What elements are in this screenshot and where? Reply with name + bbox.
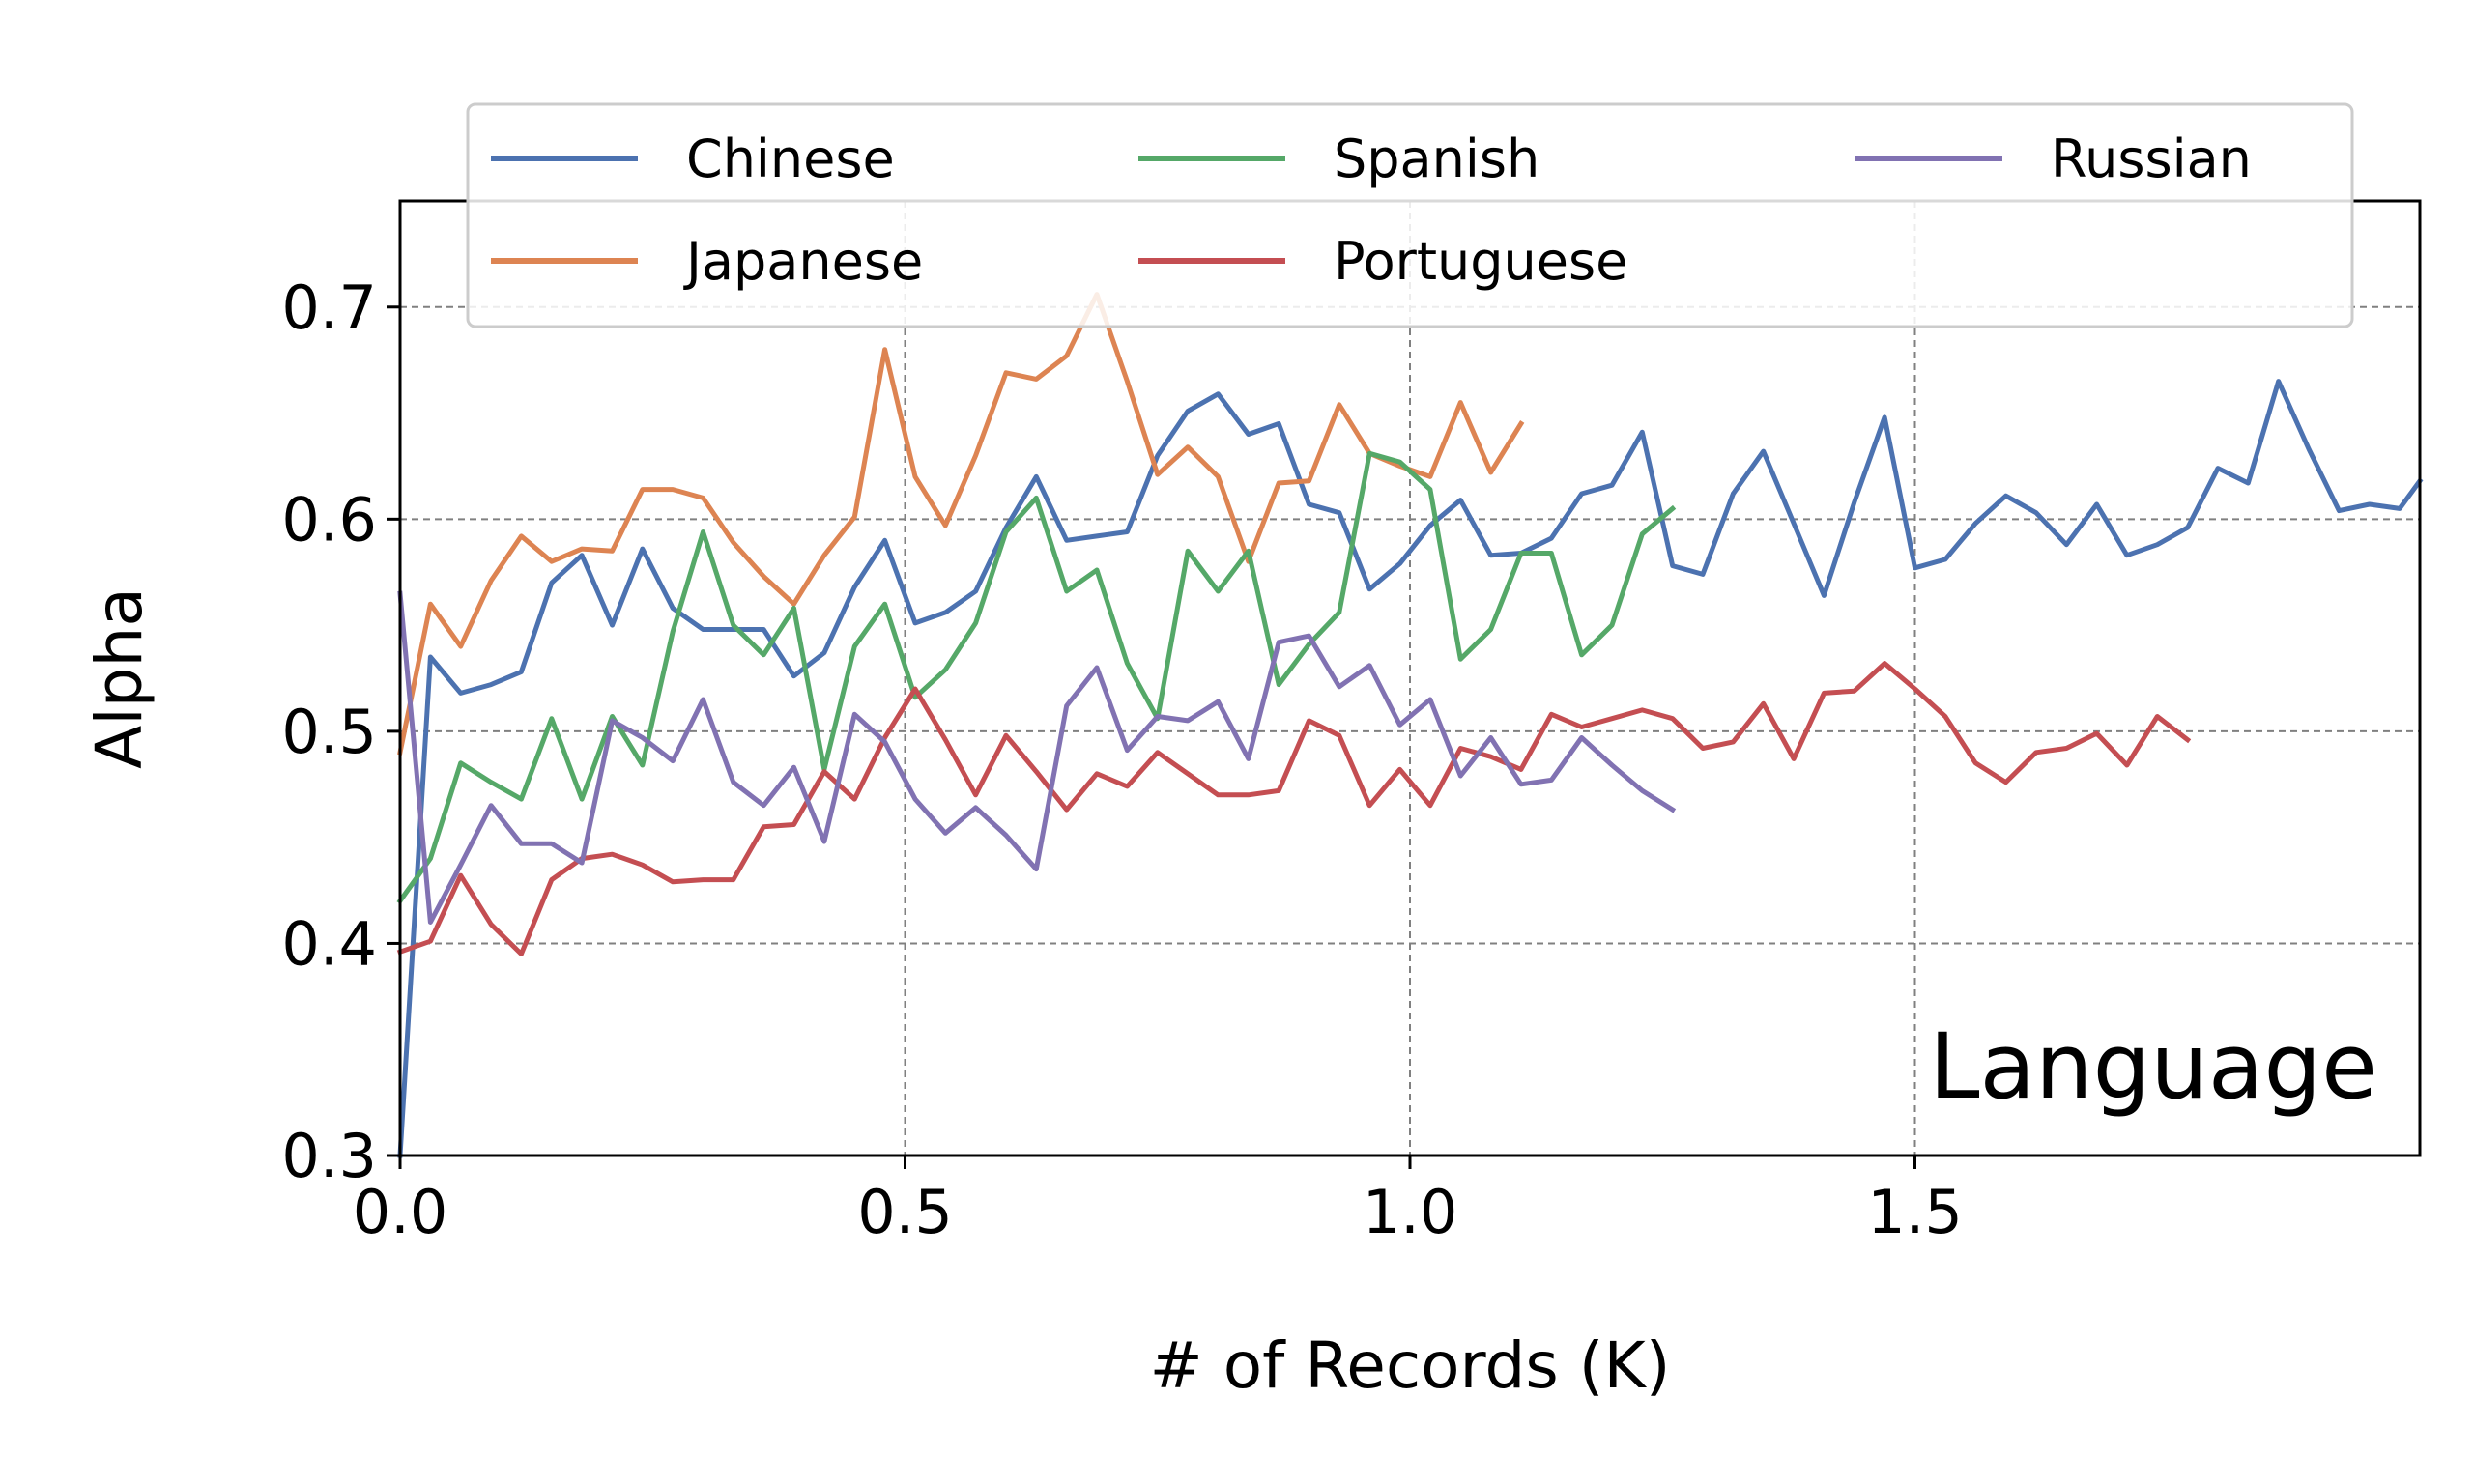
y-tick-label: 0.3 <box>281 1121 377 1191</box>
axis-ticks: 0.0 0.5 1.0 1.5 0.3 0.4 0.5 0.6 0.7 <box>281 272 1962 1247</box>
x-tick-label: 0.0 <box>353 1177 448 1247</box>
y-tick-label: 0.6 <box>281 484 377 555</box>
x-tick-label: 0.5 <box>857 1177 953 1247</box>
series-line-spanish <box>396 450 1677 904</box>
series-line-portuguese <box>396 661 2192 956</box>
legend-label-russian: Russian <box>2051 128 2252 189</box>
chart-annotation: Language <box>1929 1014 2377 1120</box>
legend: Chinese Japanese Spanish Portuguese Russian <box>466 102 2354 328</box>
y-axis-title: Alpha <box>82 587 157 769</box>
x-tick-label: 1.5 <box>1867 1177 1963 1247</box>
y-tick-label: 0.7 <box>281 272 377 343</box>
legend-label-portuguese: Portuguese <box>1334 231 1627 292</box>
grid <box>400 201 2420 1156</box>
legend-label-spanish: Spanish <box>1334 128 1539 189</box>
legend-label-japanese: Japanese <box>683 231 923 292</box>
y-tick-label: 0.4 <box>281 908 377 979</box>
series-lines <box>396 292 2424 1158</box>
x-tick-label: 1.0 <box>1363 1177 1458 1247</box>
x-axis-title: # of Records (K) <box>1149 1328 1670 1403</box>
series-line-russian <box>397 590 1677 925</box>
series-line-japanese <box>397 292 1525 756</box>
legend-label-chinese: Chinese <box>686 128 895 189</box>
y-tick-label: 0.5 <box>281 697 377 767</box>
